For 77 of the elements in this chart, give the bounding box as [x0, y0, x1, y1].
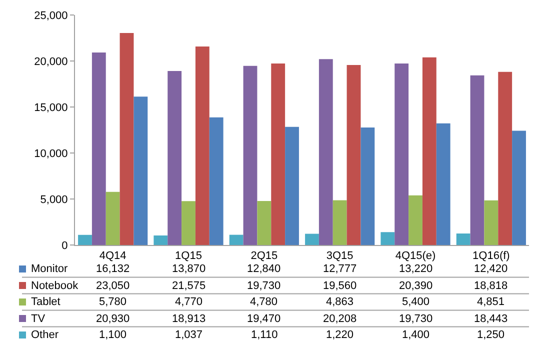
bar: [134, 96, 148, 245]
y-tick-label: 10,000: [34, 148, 68, 160]
data-label: 19,730: [247, 280, 281, 292]
bar: [408, 195, 422, 245]
y-tick-label: 0: [62, 240, 68, 252]
data-label: 20,390: [399, 280, 433, 292]
x-tick-label: 4Q14: [99, 250, 126, 262]
data-label: 1,400: [402, 329, 430, 341]
data-label: 1,037: [175, 329, 203, 341]
bar: [422, 57, 436, 245]
data-label: 5,780: [99, 296, 127, 308]
bar: [182, 201, 196, 245]
bar: [168, 71, 182, 245]
bar: [257, 201, 272, 245]
x-tick-label: 2Q15: [250, 250, 278, 262]
data-label: 18,913: [172, 313, 206, 325]
data-label: 4,863: [326, 296, 354, 308]
data-label: 21,575: [172, 280, 206, 292]
data-label: 20,930: [96, 313, 130, 325]
data-label: 5,400: [402, 296, 430, 308]
data-label: 18,443: [474, 313, 508, 325]
bar: [346, 65, 361, 245]
data-label: 4,851: [477, 296, 505, 308]
bar: [332, 200, 347, 245]
data-label: 12,777: [323, 263, 357, 275]
bar: [318, 59, 333, 245]
bar: [305, 234, 319, 245]
bar: [498, 72, 512, 245]
bar: [394, 63, 409, 245]
bar: [271, 63, 286, 245]
data-label: 12,420: [474, 263, 508, 275]
bar: [484, 200, 498, 245]
data-label: 19,470: [247, 313, 281, 325]
legend-label: Monitor: [31, 263, 68, 275]
bar: [195, 46, 210, 245]
bar: [229, 234, 244, 245]
data-label: 23,050: [96, 280, 130, 292]
data-label: 4,770: [175, 296, 203, 308]
bar: [106, 192, 120, 245]
bar: [360, 127, 375, 245]
y-tick-label: 5,000: [40, 194, 68, 206]
y-tick-label: 15,000: [34, 102, 68, 114]
bar: [154, 235, 168, 245]
legend-label: TV: [31, 313, 46, 325]
data-label: 12,840: [247, 263, 281, 275]
data-label: 19,560: [323, 280, 357, 292]
legend-label: Other: [31, 329, 59, 341]
data-label: 18,818: [474, 280, 508, 292]
data-label: 20,208: [323, 313, 357, 325]
data-label: 13,870: [172, 263, 206, 275]
bar: [285, 126, 299, 245]
x-tick-label: 4Q15(e): [395, 250, 436, 262]
data-label: 1,220: [326, 329, 354, 341]
legend-label: Tablet: [31, 296, 60, 308]
bar: [243, 66, 258, 245]
data-label: 1,100: [99, 329, 127, 341]
data-label: 19,730: [399, 313, 433, 325]
data-label: 16,132: [96, 263, 130, 275]
y-tick-label: 20,000: [34, 56, 68, 68]
legend-label: Notebook: [31, 280, 79, 292]
data-label: 1,250: [477, 329, 505, 341]
bar: [120, 32, 134, 245]
bar: [78, 234, 92, 245]
bar: [380, 232, 395, 245]
x-tick-label: 3Q15: [326, 250, 354, 262]
data-label: 4,780: [250, 296, 278, 308]
x-tick-label: 1Q16(f): [472, 250, 510, 262]
bar: [470, 75, 484, 245]
bar: [92, 52, 106, 245]
x-tick-label: 1Q15: [175, 250, 202, 262]
bar: [209, 117, 224, 245]
y-tick-label: 25,000: [34, 10, 68, 22]
data-label: 1,110: [251, 329, 278, 341]
bar: [436, 123, 450, 245]
bar: [456, 234, 470, 245]
data-label: 13,220: [399, 263, 433, 275]
bar: [512, 130, 526, 245]
